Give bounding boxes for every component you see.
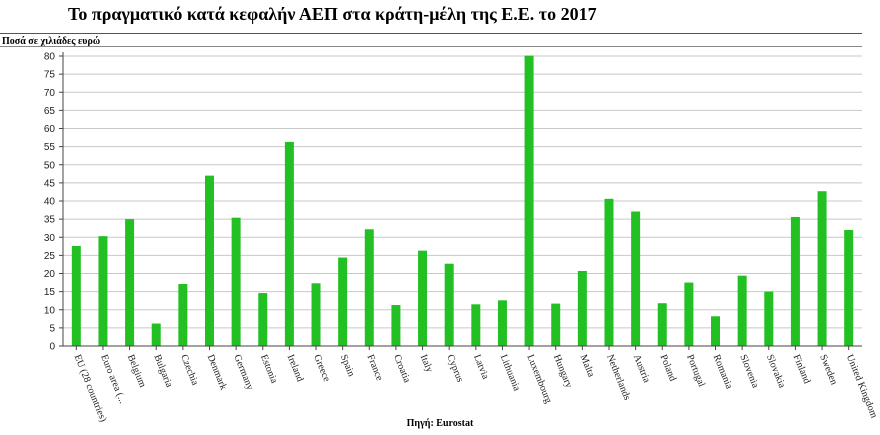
- y-tick-label: 80: [44, 52, 56, 63]
- bar: [71, 245, 81, 346]
- x-tick-label: Slovakia: [764, 353, 788, 390]
- bar: [444, 263, 454, 346]
- x-tick-label: United Kingdom: [844, 353, 880, 420]
- x-tick-label: Cyprus: [444, 353, 465, 384]
- y-tick-label: 45: [44, 178, 56, 189]
- bar: [151, 323, 161, 346]
- x-tick-label: Hungary: [551, 353, 574, 390]
- subtitle-divider: [0, 46, 862, 47]
- bar: [817, 191, 827, 346]
- y-tick-label: 55: [44, 142, 56, 153]
- x-tick-label: Austria: [631, 353, 652, 385]
- x-tick-label: Malta: [578, 353, 597, 379]
- x-tick-label: Greece: [311, 353, 332, 384]
- y-tick-label: 40: [44, 197, 56, 208]
- y-tick-label: 75: [44, 70, 56, 81]
- x-tick-label: Germany: [231, 353, 255, 392]
- y-tick-label: 10: [44, 305, 56, 316]
- x-tick-label: Lithuania: [498, 353, 523, 393]
- x-tick-label: Belgium: [125, 353, 148, 389]
- bars: [71, 55, 854, 346]
- bar: [231, 217, 241, 346]
- x-tick-label: Sweden: [817, 353, 839, 386]
- bar: [764, 291, 774, 346]
- y-tick-label: 50: [44, 160, 56, 171]
- x-tick-label: Czechia: [178, 353, 200, 387]
- x-tick-label: Romania: [711, 353, 735, 391]
- bar: [524, 55, 534, 346]
- bar: [577, 270, 587, 346]
- x-tick-label: Denmark: [205, 353, 229, 392]
- bar: [258, 293, 268, 346]
- x-tick-label: Italy: [418, 353, 435, 374]
- bar: [471, 304, 481, 346]
- y-tick-label: 65: [44, 106, 56, 117]
- y-axis-ticks: 0 5 10 15 20 25 30 35 40 45 50 55 60 65 70 75 80: [44, 52, 63, 353]
- x-tick-label: Bulgaria: [151, 353, 174, 390]
- bar: [338, 257, 348, 346]
- x-tick-label: Portugal: [684, 353, 707, 389]
- bar: [844, 230, 854, 346]
- gridlines: [63, 55, 862, 347]
- y-tick-label: 20: [44, 269, 56, 280]
- y-tick-label: 60: [44, 124, 56, 135]
- x-tick-label: Ireland: [285, 353, 306, 383]
- y-tick-label: 5: [49, 323, 55, 334]
- x-tick-label: Netherlands: [604, 353, 632, 402]
- x-tick-label: Slovenia: [737, 353, 761, 390]
- x-tick-label: Luxembourg: [524, 353, 553, 405]
- x-axis-labels: EU (28 countries)Euro area (...Belgium Bu…: [72, 346, 880, 424]
- bar: [311, 283, 321, 346]
- y-tick-label: 30: [44, 233, 56, 244]
- source-note: Πηγή: Eurostat: [406, 418, 474, 429]
- title-divider: [0, 33, 862, 34]
- bar: [497, 300, 507, 346]
- x-tick-label: Spain: [338, 353, 357, 378]
- x-tick-label: Estonia: [258, 353, 280, 385]
- bar: [418, 250, 428, 346]
- bar: [790, 216, 800, 346]
- y-tick-label: 35: [44, 215, 56, 226]
- x-tick-label: Euro area (...: [98, 353, 128, 405]
- bar: [684, 282, 694, 346]
- y-tick-label: 25: [44, 251, 56, 262]
- bar: [364, 229, 374, 346]
- x-tick-label: Latvia: [471, 353, 491, 381]
- bar: [98, 236, 108, 346]
- bar: [551, 303, 561, 346]
- bar: [657, 303, 667, 346]
- bar: [178, 284, 188, 346]
- bar: [711, 316, 721, 346]
- chart-title: Το πραγματικό κατά κεφαλήν ΑΕΠ στα κράτη…: [68, 4, 597, 24]
- bar: [391, 305, 401, 346]
- bar: [604, 198, 614, 346]
- bar: [284, 141, 294, 346]
- x-tick-label: Finland: [791, 353, 813, 385]
- bar: [125, 219, 135, 346]
- y-axis-label: Ποσά σε χιλιάδες ευρώ: [2, 36, 101, 47]
- bar: [737, 275, 747, 346]
- y-tick-label: 15: [44, 287, 56, 298]
- x-tick-label: Croatia: [391, 353, 412, 385]
- bar: [204, 175, 214, 346]
- y-tick-label: 70: [44, 88, 56, 99]
- x-tick-label: France: [365, 353, 386, 383]
- y-tick-label: 0: [49, 342, 55, 353]
- bar: [631, 211, 641, 346]
- x-tick-label: Poland: [657, 353, 678, 383]
